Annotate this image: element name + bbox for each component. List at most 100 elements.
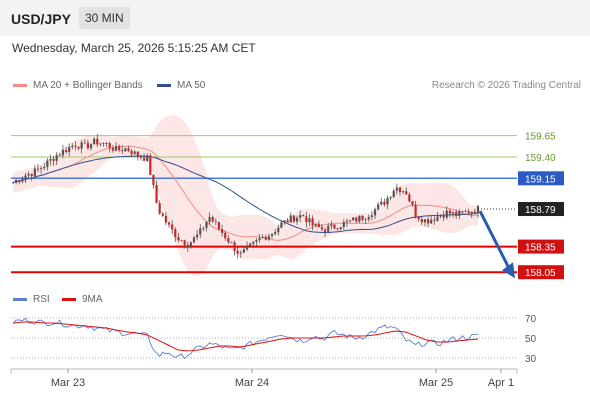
candle-body — [417, 216, 420, 220]
candle-body — [64, 149, 68, 152]
candle-body — [423, 219, 427, 223]
projection-arrow-head — [502, 262, 515, 279]
candle-body — [171, 224, 174, 230]
candle-body — [398, 187, 402, 193]
candle-body — [408, 194, 411, 202]
candle-body — [264, 236, 267, 240]
level-label-4: 158.05 — [525, 268, 556, 279]
candle-body — [99, 143, 102, 145]
candle-body — [124, 148, 127, 152]
candle-body — [230, 242, 233, 244]
candle-body — [202, 227, 205, 229]
ma9-legend-label: 9MA — [82, 294, 103, 305]
candle-body — [476, 206, 480, 214]
candle-body — [71, 145, 74, 148]
candle-body — [336, 228, 339, 230]
candle-body — [311, 218, 314, 226]
candle-body — [83, 142, 86, 144]
candle-body — [167, 222, 171, 225]
candle-body — [86, 142, 89, 149]
candle-body — [342, 221, 345, 228]
chart-header: USD/JPY 30 MIN — [0, 0, 590, 36]
candle-body — [152, 174, 155, 185]
candle-body — [367, 216, 370, 220]
candle-body — [436, 216, 439, 221]
candle-body — [458, 211, 461, 216]
candle-body — [127, 148, 130, 151]
candle-body — [358, 215, 361, 222]
candle-body — [467, 211, 470, 214]
candle-body — [121, 150, 124, 152]
symbol-label: USD/JPY — [11, 11, 71, 27]
candle-body — [43, 166, 46, 169]
candle-body — [183, 240, 186, 245]
level-tag-4 — [518, 265, 564, 280]
x-tick-label-1: Mar 24 — [235, 377, 269, 389]
candle-body — [333, 224, 336, 229]
candle-body — [280, 222, 283, 228]
candle-body — [149, 155, 152, 175]
timestamp: Wednesday, March 25, 2026 5:15:25 AM CET — [12, 41, 256, 55]
candle-body — [258, 238, 261, 240]
candle-body — [133, 151, 136, 155]
candle-body — [236, 250, 239, 254]
ma9-line — [12, 321, 479, 352]
bollinger-band-fill — [13, 115, 478, 277]
candle-body — [352, 217, 355, 221]
candle-body — [118, 146, 121, 151]
candle-body — [58, 155, 61, 157]
candle-body — [274, 232, 277, 235]
x-tick-label-0: Mar 23 — [51, 377, 85, 389]
x-tick-label-2: Mar 25 — [419, 377, 453, 389]
x-axis: Mar 23 Mar 24 Mar 25 Apr 1 — [10, 368, 518, 389]
candle-body — [211, 217, 214, 222]
candle-body — [270, 234, 274, 237]
candles — [11, 133, 480, 259]
candle-body — [317, 223, 320, 228]
candle-body — [15, 180, 18, 183]
current-price-label: 158.79 — [525, 205, 556, 216]
legend-rsi: RSI — [13, 294, 50, 305]
candle-body — [177, 237, 180, 241]
candle-body — [199, 228, 202, 235]
candle-body — [323, 229, 327, 232]
candle-body — [18, 180, 21, 182]
support-resistance-levels: 159.65 159.40 159.15 158.35 158.05 — [11, 132, 564, 280]
candle-body — [192, 237, 196, 243]
candle-body — [74, 145, 77, 147]
candle-body — [445, 210, 448, 218]
candle-body — [33, 168, 36, 177]
candle-body — [21, 178, 24, 182]
candle-body — [164, 215, 168, 223]
candle-body — [295, 217, 299, 222]
rsi-tick-0: 70 — [525, 314, 537, 325]
candle-body — [305, 216, 308, 223]
level-label-1: 159.40 — [525, 153, 556, 164]
candle-body — [364, 219, 367, 221]
candle-body — [320, 227, 324, 230]
candle-body — [30, 173, 33, 177]
candle-body — [130, 150, 133, 155]
candle-body — [330, 224, 333, 226]
ma50-line — [12, 155, 479, 234]
x-tick-label-3: Apr 1 — [488, 377, 514, 389]
bollinger-bands — [13, 115, 478, 277]
candle-body — [386, 197, 389, 205]
level-label-2: 159.15 — [525, 174, 556, 185]
candle-body — [111, 147, 114, 151]
candle-body — [205, 221, 208, 228]
candle-body — [464, 211, 467, 213]
rsi-tick-1: 50 — [525, 334, 537, 345]
timeframe-badge[interactable]: 30 MIN — [79, 7, 130, 29]
candle-body — [142, 157, 146, 161]
candle-body — [155, 184, 158, 204]
candle-body — [355, 217, 358, 222]
candle-body — [139, 156, 143, 158]
candle-body — [224, 232, 227, 239]
rsi-swatch — [13, 298, 27, 301]
candle-body — [414, 204, 417, 217]
candle-body — [93, 138, 96, 145]
candle-body — [292, 215, 295, 222]
candle-body — [402, 191, 405, 193]
